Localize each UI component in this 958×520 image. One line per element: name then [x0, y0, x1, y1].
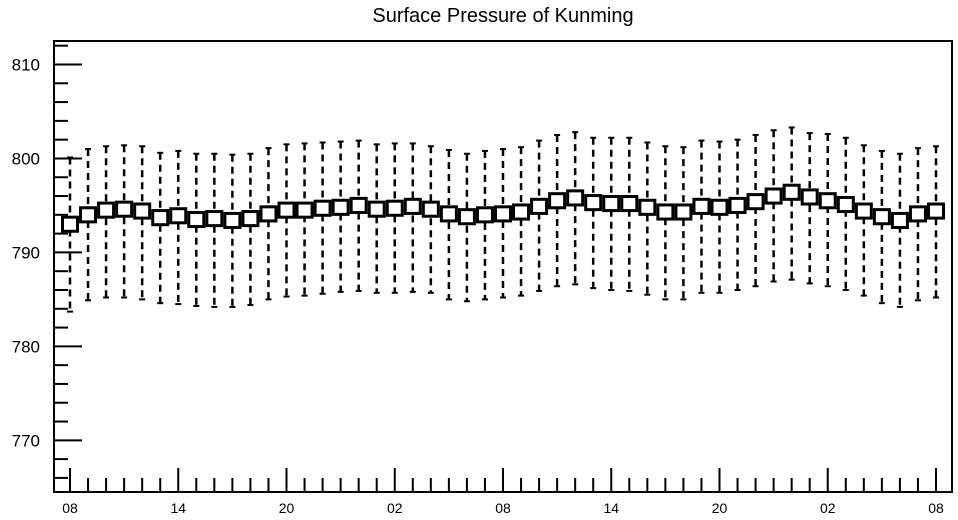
y-tick-label: 780 — [12, 337, 40, 356]
box — [800, 188, 819, 206]
x-tick-label: 08 — [928, 500, 944, 516]
plot-frame — [53, 40, 953, 493]
x-tick-label: 02 — [387, 500, 403, 516]
box — [728, 196, 747, 214]
box — [313, 199, 332, 217]
box — [385, 199, 404, 217]
x-tick-label: 02 — [820, 500, 836, 516]
x-tick-label: 14 — [603, 500, 619, 516]
box — [457, 208, 476, 226]
box — [584, 194, 603, 212]
box — [764, 187, 783, 205]
boxes — [61, 183, 945, 233]
box — [908, 205, 927, 223]
box — [241, 210, 260, 228]
box — [331, 198, 350, 216]
box — [836, 195, 855, 214]
box — [133, 202, 152, 220]
x-tick-label: 08 — [495, 500, 511, 516]
y-tick-label: 770 — [12, 431, 40, 450]
box — [927, 202, 945, 220]
box — [367, 200, 386, 218]
box — [872, 208, 891, 226]
box — [421, 200, 440, 218]
box — [115, 200, 134, 218]
box — [151, 209, 170, 227]
box — [530, 197, 549, 215]
box — [439, 205, 458, 223]
x-tick-label: 14 — [170, 500, 186, 516]
box — [295, 201, 314, 219]
box — [259, 205, 278, 223]
box — [638, 198, 657, 216]
box — [782, 183, 801, 201]
box — [494, 205, 512, 223]
box — [548, 192, 567, 210]
box — [187, 210, 206, 229]
box — [223, 211, 242, 230]
x-tick-label: 08 — [62, 500, 78, 516]
box — [890, 211, 909, 230]
box — [674, 203, 693, 221]
box — [475, 206, 494, 224]
box — [79, 206, 98, 224]
chart-title: Surface Pressure of Kunming — [372, 5, 633, 27]
y-tick-label: 810 — [12, 55, 40, 74]
box — [61, 215, 79, 233]
x-tick-label: 20 — [712, 500, 728, 516]
box — [277, 201, 296, 219]
y-tick-label: 800 — [12, 149, 40, 168]
box — [818, 192, 837, 210]
box — [656, 203, 675, 221]
x-axis-ticks: 08 14 20 02 08 14 20 02 08 — [62, 468, 944, 516]
box — [205, 210, 224, 228]
box — [602, 195, 621, 213]
whiskers — [67, 126, 939, 313]
box — [97, 201, 116, 219]
x-tick-label: 20 — [279, 500, 295, 516]
box — [692, 197, 711, 215]
y-tick-label: 790 — [12, 243, 40, 262]
box — [512, 203, 531, 221]
y-axis-ticks: 770 780 790 800 810 — [12, 44, 82, 479]
box — [620, 195, 639, 213]
box — [710, 198, 729, 216]
box — [403, 197, 422, 215]
box — [746, 193, 765, 211]
box — [349, 196, 368, 214]
box — [169, 207, 188, 225]
box — [566, 189, 585, 207]
box — [854, 202, 873, 220]
